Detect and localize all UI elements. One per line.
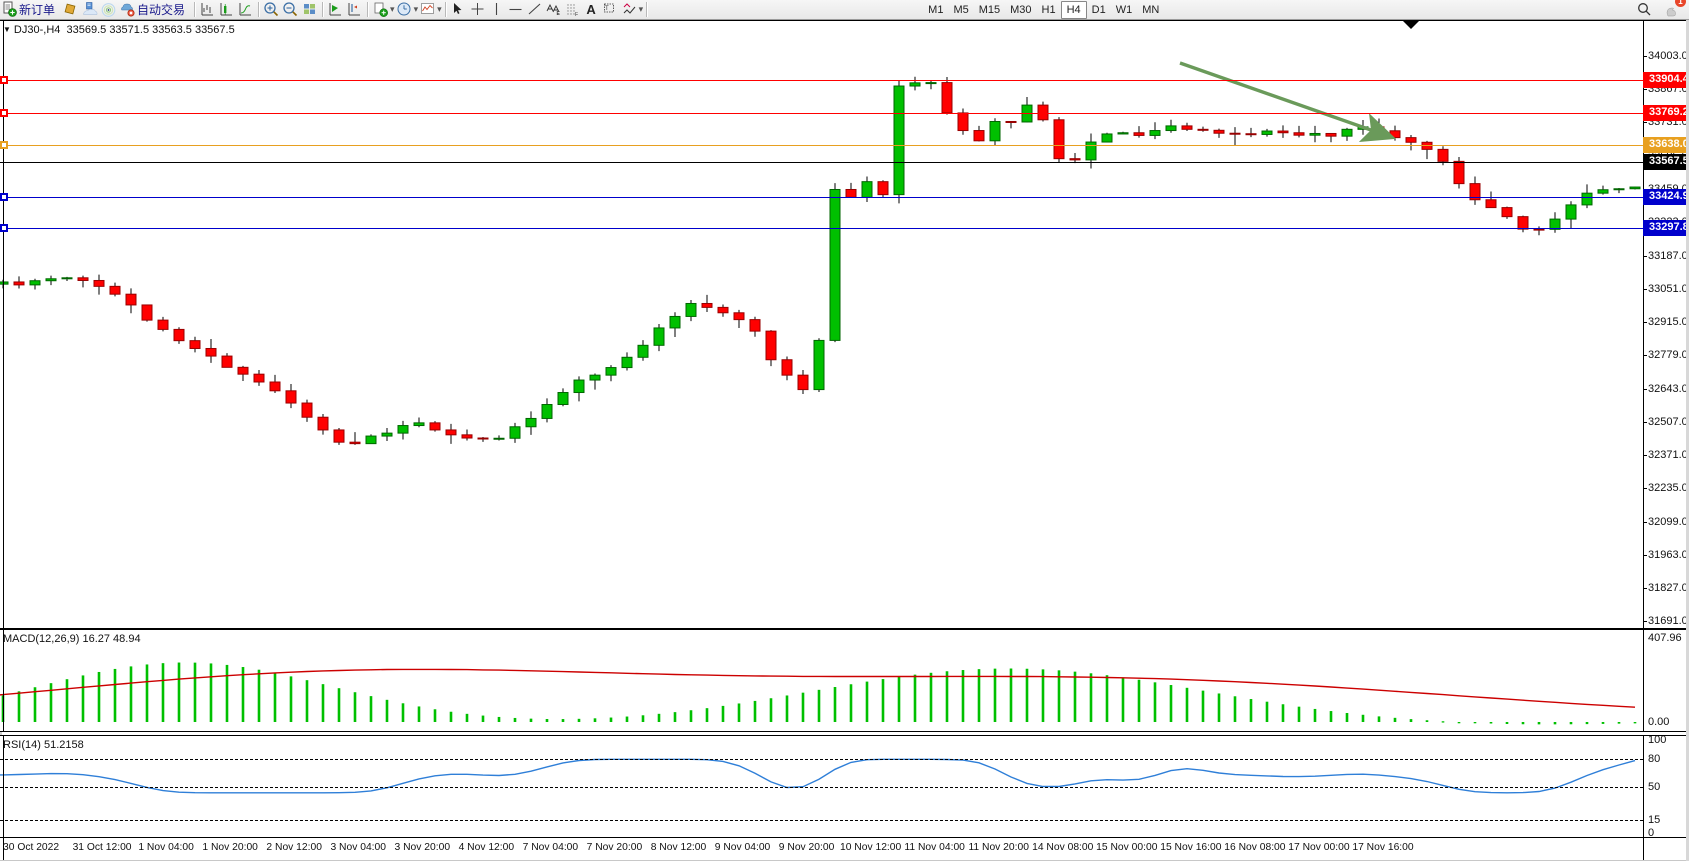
svg-text:F: F [575,12,578,18]
svg-text:T: T [605,6,609,12]
svg-text:E: E [556,11,560,17]
